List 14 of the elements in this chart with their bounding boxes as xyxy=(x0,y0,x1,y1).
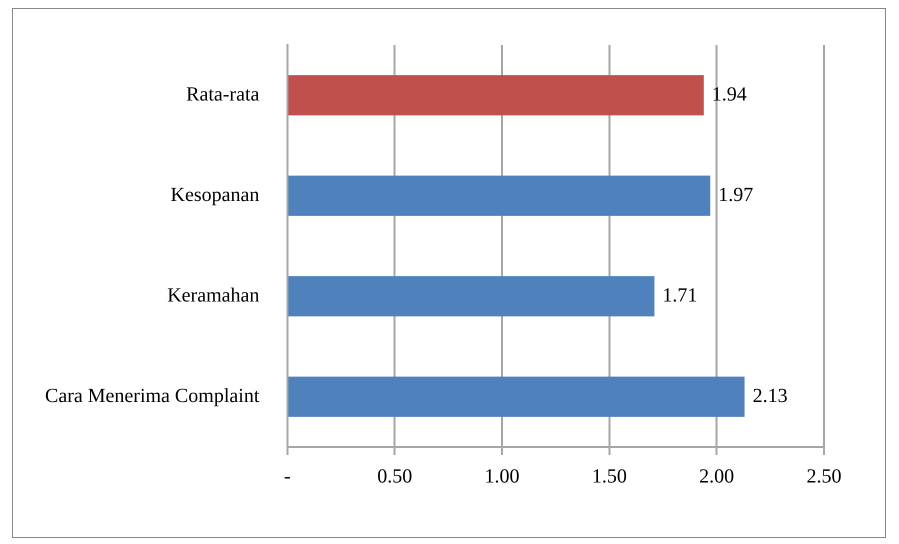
data-label: 1.97 xyxy=(718,184,754,206)
x-tick-label: 0.50 xyxy=(377,465,412,488)
y-tick-label: Kesopanan xyxy=(170,184,260,206)
x-tick-label: 2.50 xyxy=(806,465,842,488)
data-label: 1.71 xyxy=(662,284,698,306)
data-label: 1.94 xyxy=(712,84,747,106)
x-tick-label: - xyxy=(284,465,291,488)
data-label: 2.13 xyxy=(752,385,788,407)
y-tick-label: Cara Menerima Complaint xyxy=(44,385,260,407)
x-tick-label: 1.00 xyxy=(484,465,520,488)
x-tick-label: 2.00 xyxy=(699,465,734,488)
y-tick-label: Rata-rata xyxy=(186,84,260,106)
x-tick-label: 1.50 xyxy=(592,465,627,488)
y-tick-label: Keramahan xyxy=(167,284,260,306)
